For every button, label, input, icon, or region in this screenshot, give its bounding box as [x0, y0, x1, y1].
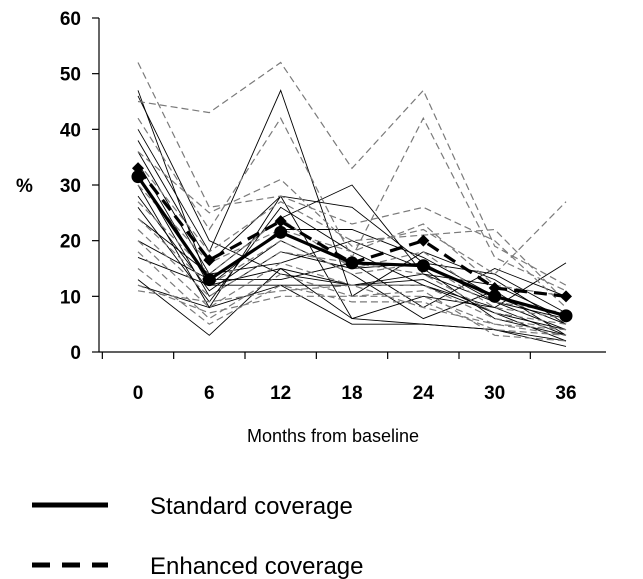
enhanced-marker-24	[417, 234, 430, 247]
markers	[131, 162, 573, 323]
legend-enhanced-label: Enhanced coverage	[150, 553, 364, 579]
enhanced-summary-line	[136, 167, 567, 298]
y-tick-label-30: 30	[60, 176, 81, 197]
enhanced-marker-6	[203, 254, 216, 267]
x-ticks: 0 6 12 18 24 30 36	[101, 352, 577, 404]
x-tick-label-30: 30	[484, 383, 505, 404]
standard-individual-line-13	[137, 267, 567, 347]
y-tick-label-50: 50	[60, 65, 81, 86]
y-tick-label-10: 10	[60, 287, 81, 308]
y-tick-label-20: 20	[60, 232, 81, 253]
x-tick-label-12: 12	[270, 383, 291, 404]
enhanced-individual-line-26	[137, 268, 567, 336]
enhanced-marker-12	[274, 215, 287, 228]
enhanced-individual-line-28	[137, 284, 567, 331]
enhanced-individual-line-16	[137, 61, 567, 286]
x-axis-label: Months from baseline	[247, 426, 419, 446]
enhanced-individual-line-19	[137, 162, 567, 303]
enhanced-individual-line-27	[137, 284, 567, 342]
standard-marker-24	[416, 259, 430, 273]
enhanced-individual-line-18	[137, 151, 567, 275]
standard-marker-18	[345, 256, 359, 270]
x-tick-label-18: 18	[341, 383, 362, 404]
standard-marker-12	[274, 225, 288, 239]
standard-individual-line-14	[137, 284, 567, 342]
enhanced-marker-36	[560, 290, 572, 303]
x-tick-label-24: 24	[413, 383, 435, 404]
standard-individual-line-0	[137, 90, 567, 331]
enhanced-individual-line-15	[137, 62, 567, 308]
individual-lines	[137, 61, 567, 347]
x-tick-label-36: 36	[555, 383, 576, 404]
y-ticks: 0 10 20 30 40 50 60	[60, 9, 99, 364]
y-tick-label-0: 0	[70, 343, 81, 364]
standard-marker-36	[559, 309, 573, 323]
x-tick-label-6: 6	[204, 383, 215, 404]
standard-marker-30	[488, 289, 502, 303]
y-tick-label-60: 60	[60, 9, 81, 30]
x-tick-label-0: 0	[133, 383, 144, 404]
y-axis-label: %	[16, 176, 33, 197]
standard-marker-6	[202, 273, 216, 287]
standard-individual-line-4	[137, 151, 567, 320]
legend-standard-label: Standard coverage	[150, 493, 353, 520]
y-tick-label-40: 40	[60, 120, 81, 141]
standard-marker-0	[131, 170, 145, 184]
legend: Standard coverage Enhanced coverage	[32, 493, 364, 579]
